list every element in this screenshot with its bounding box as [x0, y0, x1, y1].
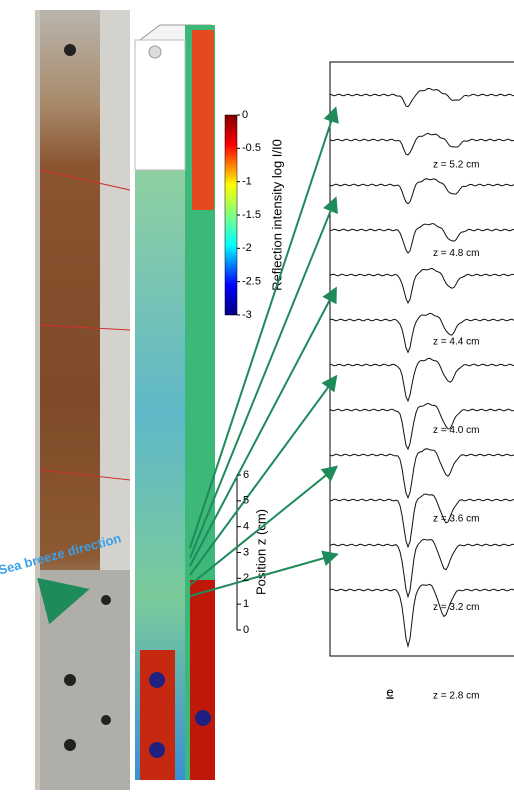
- colorbar-tick-label: -2.5: [242, 276, 261, 288]
- position-tick-label: 5: [243, 495, 249, 507]
- spectrum: [330, 539, 514, 596]
- spectrum-label: z = 3.2 cm: [433, 602, 479, 613]
- colorbar-tick-label: 0: [242, 109, 248, 121]
- spectrum: [330, 449, 514, 498]
- colorbar-tick-label: -1: [242, 176, 252, 188]
- spectrum: [330, 224, 514, 254]
- spectrum: [330, 179, 514, 204]
- spectra-frame: [330, 62, 514, 656]
- colorbar-tick-label: -3: [242, 309, 252, 321]
- spectrum: [330, 494, 514, 547]
- position-tick-label: 3: [243, 546, 249, 558]
- spectrum: [330, 133, 514, 155]
- colorbar-tick-label: -2: [242, 242, 252, 254]
- spectrum-label: z = 2.8 cm: [433, 691, 479, 702]
- position-tick-label: 2: [243, 572, 249, 584]
- spectrum: [330, 88, 514, 106]
- position-tick-label: 0: [243, 624, 249, 636]
- spectrum-label: z = 4.8 cm: [433, 248, 479, 259]
- spectrum: [330, 358, 514, 401]
- spectrum: [330, 268, 514, 303]
- spectrum: [330, 313, 514, 352]
- colorbar-tick-label: -1.5: [242, 209, 261, 221]
- spectrum-label: z = 4.0 cm: [433, 425, 479, 436]
- spectrum: [330, 584, 514, 646]
- position-axis-label: Position z (cm): [253, 509, 268, 595]
- colorbar: [225, 115, 237, 315]
- false-color-image: [135, 25, 215, 780]
- position-tick-label: 6: [243, 469, 249, 481]
- spectra: [330, 88, 514, 646]
- figure: Sea breeze direction Reflection intensit…: [0, 0, 514, 794]
- spectrum-label: z = 3.6 cm: [433, 514, 479, 525]
- colorbar-tick-label: -0.5: [242, 142, 261, 154]
- spectrum-label: z = 5.2 cm: [433, 160, 479, 171]
- spectrum-label: z = 4.4 cm: [433, 337, 479, 348]
- panel-mark: e: [386, 684, 393, 699]
- photo: Sea breeze direction: [0, 10, 130, 790]
- position-tick-label: 4: [243, 521, 249, 533]
- spectrum: [330, 403, 514, 449]
- position-tick-label: 1: [243, 598, 249, 610]
